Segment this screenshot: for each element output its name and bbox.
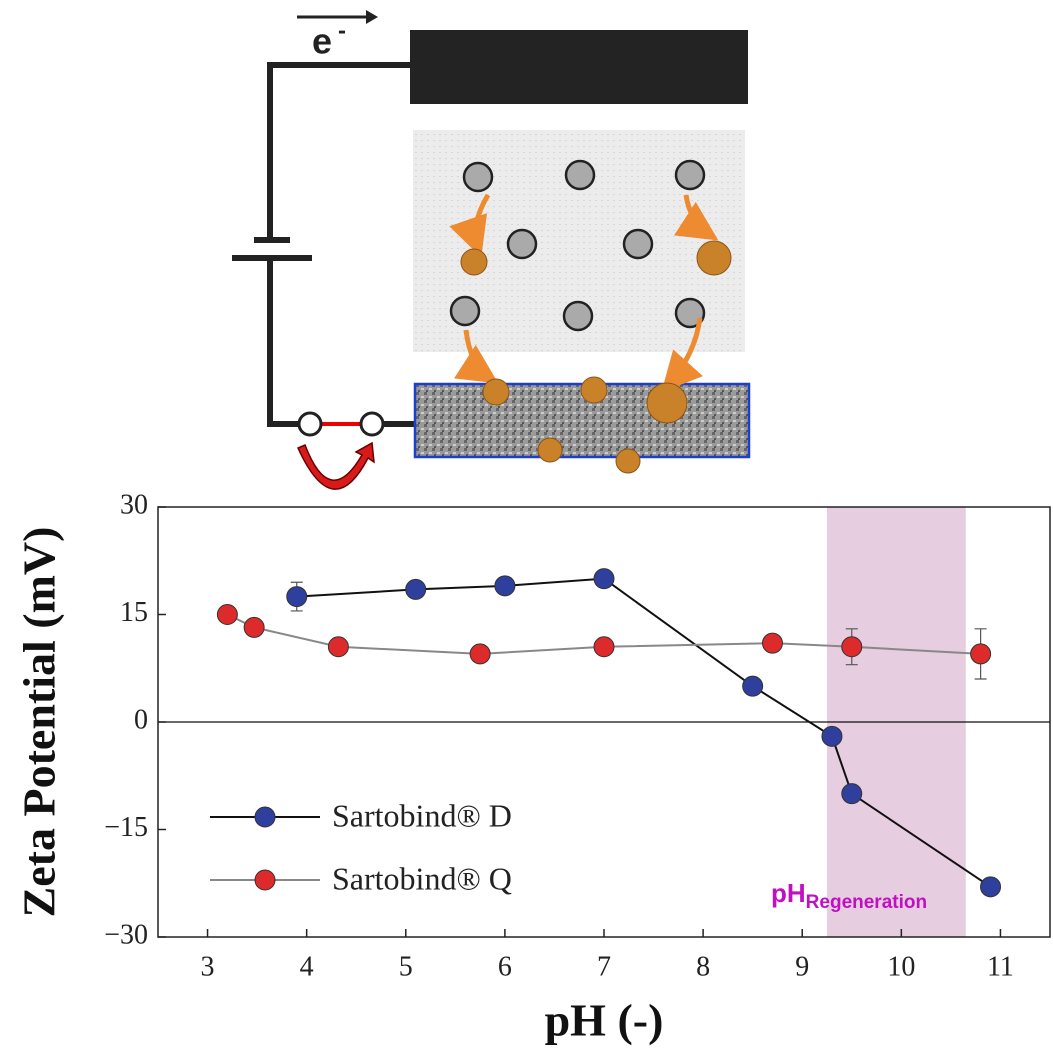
- region-label-main: pH: [771, 878, 806, 908]
- diagram: e -: [232, 10, 751, 490]
- marker: [841, 783, 863, 805]
- electron-label: e: [312, 21, 332, 62]
- x-tick-label: 9: [795, 951, 809, 982]
- marker: [216, 604, 238, 625]
- marker: [593, 636, 615, 658]
- chart: pHRegeneration −30 −15 0 15 30 3 4 5 6 7 8 9 10 11 pH (…: [14, 489, 1051, 1046]
- marker: [970, 643, 992, 665]
- y-tick-label: −30: [104, 919, 148, 950]
- legend-marker: [254, 806, 276, 828]
- marker: [327, 636, 349, 658]
- x-tick-label: 10: [887, 951, 915, 982]
- y-axis-label: Zeta Potential (mV): [14, 527, 65, 918]
- x-tick-label: 11: [987, 951, 1014, 982]
- x-tick-label: 5: [399, 951, 413, 982]
- legend-label: Sartobind® D: [332, 797, 512, 833]
- marker: [593, 568, 615, 590]
- flow-arrows: [449, 193, 719, 393]
- marker: [494, 575, 516, 597]
- legend-marker: [254, 869, 276, 891]
- marker: [742, 675, 764, 697]
- arrow-head: [366, 10, 378, 24]
- marker: [469, 643, 491, 665]
- particles: [449, 159, 706, 332]
- marker: [243, 616, 265, 638]
- x-axis-label: pH (-): [545, 995, 664, 1046]
- x-tick-label: 6: [498, 951, 512, 982]
- marker: [821, 725, 843, 747]
- marker: [980, 876, 1002, 898]
- x-tick-label: 3: [201, 951, 215, 982]
- y-tick-label: 15: [120, 597, 148, 628]
- marker: [286, 586, 308, 608]
- region-label-sub: Regeneration: [806, 892, 927, 913]
- region-label: pHRegeneration: [771, 878, 927, 913]
- marker: [841, 636, 863, 658]
- electron-charge: -: [338, 17, 346, 44]
- x-tick-label: 8: [696, 951, 710, 982]
- y-tick-label: 30: [120, 489, 148, 520]
- electrode-top: [410, 30, 748, 104]
- switch-node: [359, 411, 385, 437]
- x-tick-label: 7: [597, 951, 611, 982]
- foulants: [460, 240, 732, 474]
- x-tick-label: 4: [300, 951, 314, 982]
- circuit: [232, 62, 414, 427]
- legend-label: Sartobind® Q: [332, 860, 512, 896]
- marker: [761, 632, 783, 654]
- y-tick-label: 0: [134, 704, 148, 735]
- switch-arrow: [296, 441, 375, 490]
- switch-node: [297, 411, 323, 437]
- y-tick-label: −15: [104, 812, 148, 843]
- series-line: [226, 613, 981, 655]
- marker: [405, 578, 427, 600]
